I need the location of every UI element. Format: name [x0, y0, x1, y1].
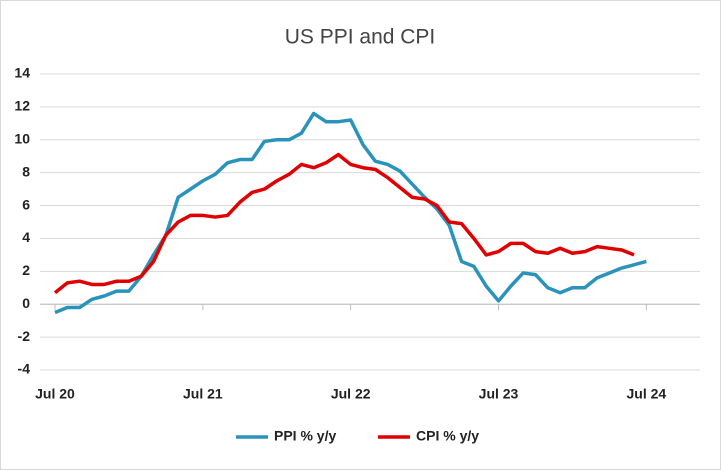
y-tick-label: 0 — [22, 295, 30, 311]
y-tick-label: 6 — [22, 196, 30, 212]
y-tick-label: 4 — [22, 229, 30, 245]
y-tick-label: 10 — [14, 130, 30, 146]
y-tick-label: 14 — [14, 65, 30, 81]
x-tick-label: Jul 22 — [331, 386, 371, 402]
y-tick-label: 2 — [22, 262, 30, 278]
legend-label: PPI % y/y — [274, 428, 336, 444]
x-tick-label: Jul 23 — [479, 386, 519, 402]
y-tick-label: -2 — [18, 328, 31, 344]
legend-label: CPI % y/y — [416, 428, 479, 444]
y-tick-label: 12 — [14, 98, 30, 114]
x-tick-label: Jul 20 — [35, 386, 75, 402]
line-series — [54, 111, 647, 315]
line-series — [53, 152, 635, 295]
x-tick-label: Jul 24 — [627, 386, 667, 402]
y-tick-label: -4 — [18, 361, 31, 377]
chart-title: US PPI and CPI — [285, 26, 436, 49]
y-tick-label: 8 — [22, 163, 30, 179]
x-tick-label: Jul 21 — [183, 386, 223, 402]
